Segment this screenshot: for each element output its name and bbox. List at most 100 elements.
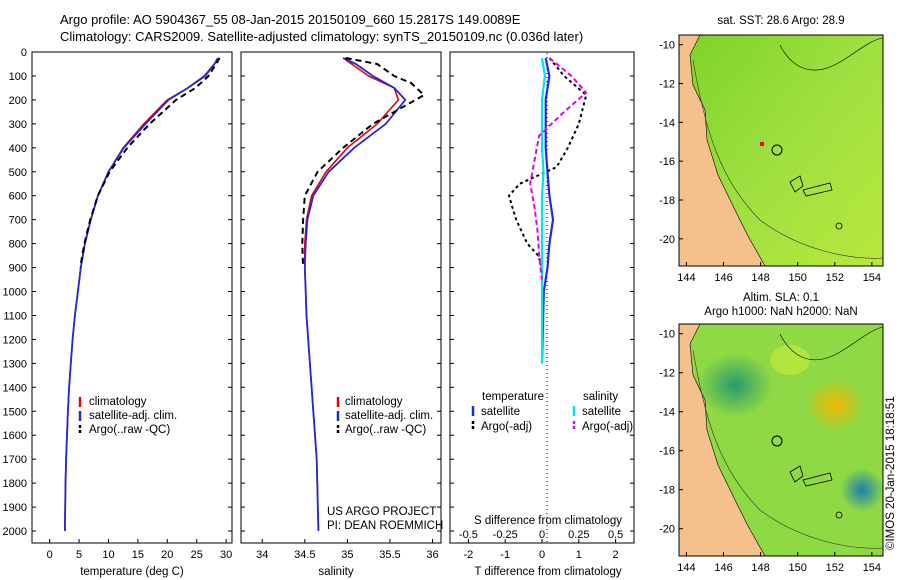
sla-map	[678, 323, 884, 557]
coastline	[689, 35, 883, 266]
map-y-tick-label: -20	[659, 234, 675, 246]
depth-tick-label: 0	[21, 47, 27, 59]
depth-tick-label: 1000	[3, 287, 27, 299]
legend-title-salinity: salinity	[583, 391, 618, 403]
header-line-1: Argo profile: AO 5904367_55 08-Jan-2015 …	[60, 12, 521, 27]
difference-legend: temperature salinity satellite Argo(-adj…	[471, 391, 633, 433]
difference-t-tick-label: 1	[576, 549, 582, 561]
legend-label: Argo(-adj)	[481, 421, 532, 433]
depth-tick-label: 1200	[3, 334, 27, 346]
map-x-tick-label: 150	[789, 272, 807, 284]
depth-tick-label: 1400	[3, 382, 27, 394]
sst-ocean	[690, 35, 883, 266]
map-x-tick-label: 154	[863, 272, 881, 284]
map-x-tick-label: 144	[677, 562, 695, 574]
temperature-series	[64, 57, 221, 532]
sst-map	[678, 34, 884, 267]
legend-label: satellite-adj. clim.	[89, 410, 177, 422]
temperature-x-tick-label: 5	[76, 549, 82, 561]
salinity-x-tick-label: 35.5	[379, 549, 400, 561]
map-x-tick-label: 152	[826, 272, 844, 284]
difference-t-tick-label: -2	[464, 549, 474, 561]
difference-s-tick-label: 0.25	[568, 529, 589, 541]
island-marker	[835, 222, 843, 230]
reef-outline	[789, 175, 833, 197]
difference-xlabel: T difference from climatology	[474, 566, 621, 578]
depth-tick-label: 500	[9, 167, 27, 179]
difference-xlabel-top: S difference from climatology	[474, 515, 622, 527]
series-line-argo-raw-qc-	[79, 57, 221, 268]
depth-tick-label: 900	[9, 263, 27, 275]
depth-tick-label: 1700	[3, 454, 27, 466]
depth-tick-label: 1500	[3, 406, 27, 418]
sst-map-frame	[678, 34, 884, 267]
legend-label: satellite	[582, 406, 621, 418]
sla-map-ticks: 144 146 148 150 152 154 -10 -12 -14 -16 -18 -20	[659, 329, 881, 574]
legend-label: satellite-adj. clim.	[345, 410, 433, 422]
depth-axis: 0 100 200 300 400 500 600 700 800 900 1000 1100 1200…	[3, 47, 634, 538]
map-y-tick-label: -14	[659, 117, 675, 129]
difference-t-tick-label: -1	[500, 549, 510, 561]
series-line-satellite-adj-clim-	[64, 57, 219, 532]
shelf-contour	[692, 59, 883, 259]
salinity-note-pi: PI: DEAN ROEMMICH	[327, 520, 443, 532]
sst-hot-pixel	[760, 142, 764, 146]
map-x-tick-label: 146	[714, 272, 732, 284]
difference-t-tick-label: 0	[539, 549, 545, 561]
legend-label: Argo(-adj)	[582, 421, 633, 433]
salinity-x-ticks: 34 34.5 35 35.5 36	[256, 539, 439, 561]
series-line-argo-raw-qc-	[301, 57, 425, 268]
temperature-x-tick-label: 30	[220, 549, 232, 561]
depth-tick-label: 1100	[3, 310, 27, 322]
map-x-tick-label: 144	[677, 272, 695, 284]
temperature-panel-frame	[31, 51, 233, 544]
series-line-climatology	[303, 57, 400, 532]
map-x-tick-label: 148	[751, 562, 769, 574]
depth-tick-label: 700	[9, 215, 27, 227]
salinity-panel-frame	[240, 51, 442, 544]
coastline	[689, 324, 883, 556]
map-y-tick-label: -12	[659, 368, 675, 380]
legend-label: Argo(..raw -QC)	[89, 424, 170, 436]
depth-tick-label: 100	[9, 71, 27, 83]
salinity-series	[301, 57, 425, 532]
temperature-legend: climatology satellite-adj. clim. Argo(..…	[78, 396, 177, 436]
depth-tick-label: 1800	[3, 478, 27, 490]
difference-s-tick-label: -0.5	[459, 529, 478, 541]
salinity-x-tick-label: 34.5	[294, 549, 315, 561]
map-x-tick-label: 150	[789, 562, 807, 574]
depth-tick-label: 200	[9, 95, 27, 107]
map-x-tick-label: 152	[826, 562, 844, 574]
depth-tick-label: 2000	[3, 526, 27, 538]
series-line-satellite	[540, 57, 555, 364]
map-y-tick-label: -14	[659, 407, 675, 419]
imos-stamp: ©IMOS 20-Jan-2015 18:18:51	[885, 396, 897, 550]
sla-high-anomaly	[805, 379, 865, 431]
argo-position-marker	[771, 435, 783, 447]
depth-tick-label: 1900	[3, 502, 27, 514]
map-y-tick-label: -10	[659, 40, 675, 52]
series-line-satellite-adj-clim-	[303, 57, 407, 532]
island-marker	[835, 511, 843, 519]
temperature-x-tick-label: 20	[161, 549, 173, 561]
depth-tick-label: 800	[9, 239, 27, 251]
difference-s-tick-label: 0	[539, 529, 545, 541]
sst-map-title: sat. SST: 28.6 Argo: 28.9	[717, 15, 844, 27]
map-x-tick-label: 146	[714, 562, 732, 574]
depth-tick-label: 300	[9, 119, 27, 131]
salinity-legend: climatology satellite-adj. clim. Argo(..…	[336, 396, 433, 436]
temperature-x-tick-label: 25	[191, 549, 203, 561]
map-y-tick-label: -16	[659, 156, 675, 168]
salinity-x-tick-label: 36	[426, 549, 438, 561]
temperature-x-tick-label: 10	[102, 549, 114, 561]
map-y-tick-label: -12	[659, 79, 675, 91]
argo-position-marker	[771, 144, 783, 156]
legend-label: climatology	[89, 396, 147, 408]
legend-label: satellite	[481, 406, 520, 418]
sla-map-title-2: Argo h1000: NaN h2000: NaN	[704, 306, 857, 318]
sst-map-ticks: 144 146 148 150 152 154 -10 -12 -14 -16 -18 -20	[659, 40, 881, 284]
sla-low-anomaly	[840, 468, 883, 512]
sla-patch	[770, 345, 810, 375]
salinity-x-tick-label: 34	[256, 549, 268, 561]
map-y-tick-label: -18	[659, 195, 675, 207]
